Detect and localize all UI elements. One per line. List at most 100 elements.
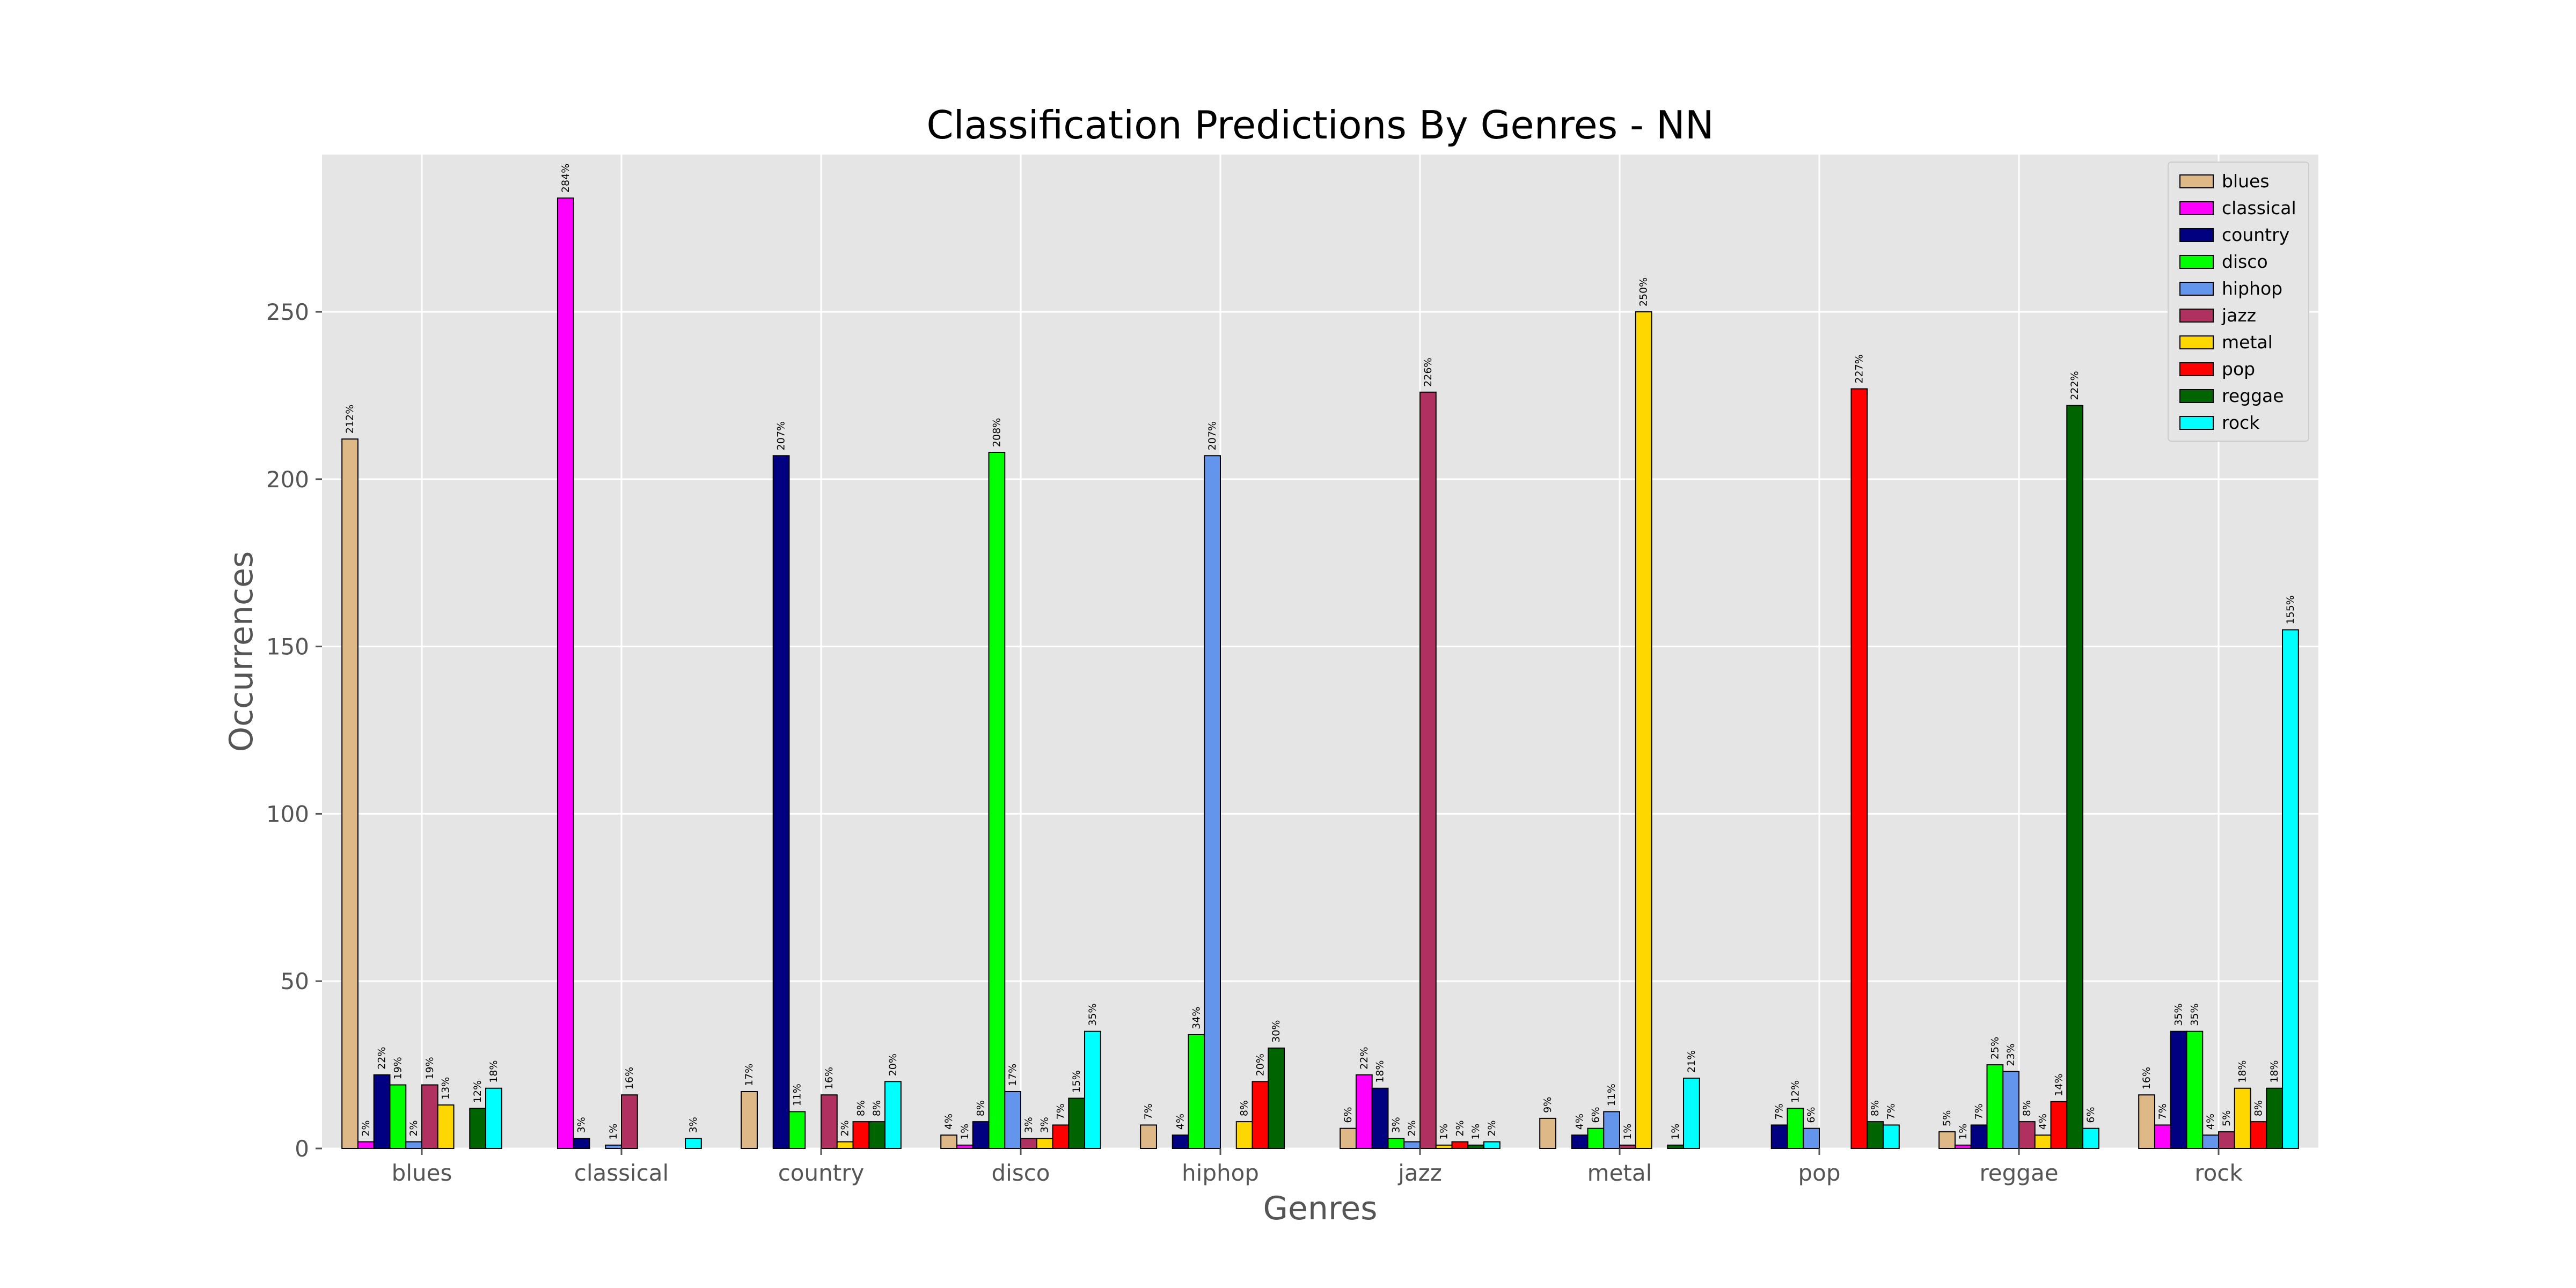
legend-swatch-metal (2179, 335, 2214, 349)
bar-label: 226% (1422, 357, 1434, 386)
bar-disco-pop (1052, 1124, 1070, 1149)
bar-label: 25% (1989, 1037, 2001, 1059)
bar-reggae-blues (1938, 1131, 1956, 1149)
bar-label: 2% (408, 1120, 420, 1136)
bar-label: 1% (1470, 1124, 1482, 1140)
bar-rock-rock (2282, 629, 2299, 1149)
bar-hiphop-blues (1140, 1124, 1157, 1149)
bar-label: 5% (1941, 1110, 1953, 1126)
bar-label: 13% (440, 1077, 452, 1100)
bar-label: 11% (791, 1084, 803, 1106)
bar-jazz-classical (1355, 1074, 1373, 1149)
bar-label: 4% (1175, 1114, 1187, 1130)
bar-label: 3% (1390, 1117, 1402, 1133)
bar-metal-disco (1587, 1128, 1605, 1150)
bar-classical-classical (557, 197, 574, 1149)
legend-label-reggae: reggae (2222, 385, 2284, 406)
bar-label: 34% (1190, 1007, 1202, 1029)
bar-pop-disco (1787, 1108, 1804, 1149)
bar-rock-classical (2154, 1124, 2171, 1149)
x-tick-label-pop: pop (1798, 1160, 1840, 1186)
bar-rock-reggae (2266, 1087, 2284, 1149)
bar-label: 7% (2157, 1103, 2169, 1119)
bar-pop-rock (1883, 1124, 1900, 1149)
legend: blues classical country disco hiphop jazz meta… (2168, 162, 2309, 442)
bar-country-pop (852, 1121, 870, 1150)
bar-label: 30% (1270, 1020, 1282, 1043)
chart-title: Classification Predictions By Genres - N… (926, 103, 1714, 148)
bar-country-disco (788, 1111, 806, 1150)
bar-label: 207% (1206, 421, 1218, 450)
y-tick-label: 0 (295, 1136, 309, 1162)
legend-label-hiphop: hiphop (2222, 278, 2282, 299)
bar-classical-country (573, 1138, 590, 1150)
bar-label: 22% (1358, 1047, 1370, 1070)
bar-pop-country (1770, 1124, 1788, 1149)
bar-rock-pop (2250, 1121, 2267, 1150)
bar-label: 17% (1007, 1064, 1019, 1086)
bar-labels: 212%17%4%7% 6%9%5%16%2%284%1%22%1%7%22%3%… (344, 164, 2296, 1140)
bar-label: 1% (1957, 1124, 1969, 1140)
bar-label: 19% (392, 1057, 404, 1079)
bar-jazz-rock (1483, 1141, 1501, 1149)
bar-label: 6% (1342, 1107, 1354, 1123)
bar-metal-metal (1635, 311, 1652, 1150)
bar-disco-blues (940, 1135, 957, 1149)
bar-hiphop-disco (1188, 1034, 1205, 1150)
bar-label: 3% (576, 1117, 588, 1133)
bar-country-metal (836, 1141, 854, 1149)
bar-label: 212% (344, 405, 356, 434)
bar-label: 6% (2085, 1107, 2097, 1123)
bar-label: 208% (991, 418, 1002, 447)
bar-label: 284% (560, 164, 572, 193)
bar-rock-blues (2138, 1094, 2155, 1150)
bar-label: 1% (959, 1124, 971, 1140)
bar-label: 2% (1454, 1120, 1466, 1136)
bar-metal-rock (1683, 1078, 1700, 1150)
legend-label-jazz: jazz (2221, 305, 2256, 326)
bar-blues-metal (437, 1104, 455, 1150)
bar-label: 8% (2021, 1100, 2033, 1116)
bar-label: 22% (376, 1047, 388, 1070)
bar-label: 19% (424, 1057, 436, 1079)
legend-label-rock: rock (2222, 412, 2260, 433)
bar-label: 8% (975, 1100, 987, 1116)
bar-label: 15% (1071, 1070, 1082, 1093)
x-tick-label-disco: disco (992, 1160, 1050, 1186)
legend-swatch-country (2179, 228, 2214, 242)
legend-swatch-reggae (2179, 389, 2214, 403)
bar-label: 12% (1789, 1080, 1801, 1103)
bar-jazz-country (1371, 1087, 1389, 1149)
legend-swatch-jazz (2179, 309, 2214, 323)
bar-reggae-reggae (2066, 405, 2084, 1149)
bar-label: 12% (472, 1080, 484, 1103)
bar-label: 16% (823, 1067, 835, 1089)
bar-disco-hiphop (1004, 1091, 1021, 1150)
bar-label: 2% (1406, 1120, 1418, 1136)
bar-reggae-disco (1986, 1064, 2004, 1150)
bar-jazz-metal (1435, 1144, 1453, 1150)
bar-label: 227% (1853, 354, 1865, 383)
bar-label: 16% (624, 1067, 635, 1089)
bar-country-country (772, 455, 790, 1149)
bar-disco-disco (988, 451, 1006, 1149)
bar-reggae-metal (2034, 1135, 2052, 1149)
bar-reggae-jazz (2018, 1121, 2036, 1150)
bar-label: 207% (775, 421, 787, 450)
y-tick-label: 250 (266, 299, 309, 325)
bar-disco-reggae (1068, 1097, 1086, 1149)
bar-label: 3% (687, 1117, 699, 1133)
legend-label-blues: blues (2222, 171, 2270, 192)
bar-country-rock (884, 1081, 902, 1150)
bar-metal-blues (1539, 1117, 1556, 1150)
legend-label-classical: classical (2222, 197, 2296, 218)
bar-label: 3% (1039, 1117, 1051, 1133)
bar-label: 8% (1869, 1100, 1881, 1116)
bar-label: 18% (1374, 1060, 1386, 1083)
bars (341, 197, 2299, 1150)
bar-blues-country (373, 1074, 391, 1149)
bar-rock-jazz (2218, 1131, 2235, 1149)
bar-rock-country (2170, 1030, 2187, 1150)
bar-hiphop-hiphop (1204, 455, 1221, 1149)
